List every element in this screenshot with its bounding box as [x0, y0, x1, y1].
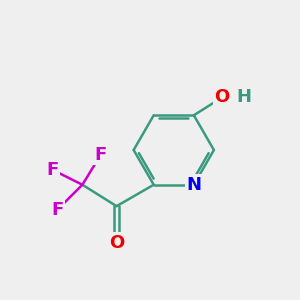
Text: O: O — [214, 88, 230, 106]
Text: F: F — [46, 161, 59, 179]
Text: N: N — [186, 176, 201, 194]
Text: H: H — [236, 88, 251, 106]
Text: O: O — [109, 234, 124, 252]
Text: F: F — [94, 146, 107, 164]
Text: F: F — [51, 201, 64, 219]
